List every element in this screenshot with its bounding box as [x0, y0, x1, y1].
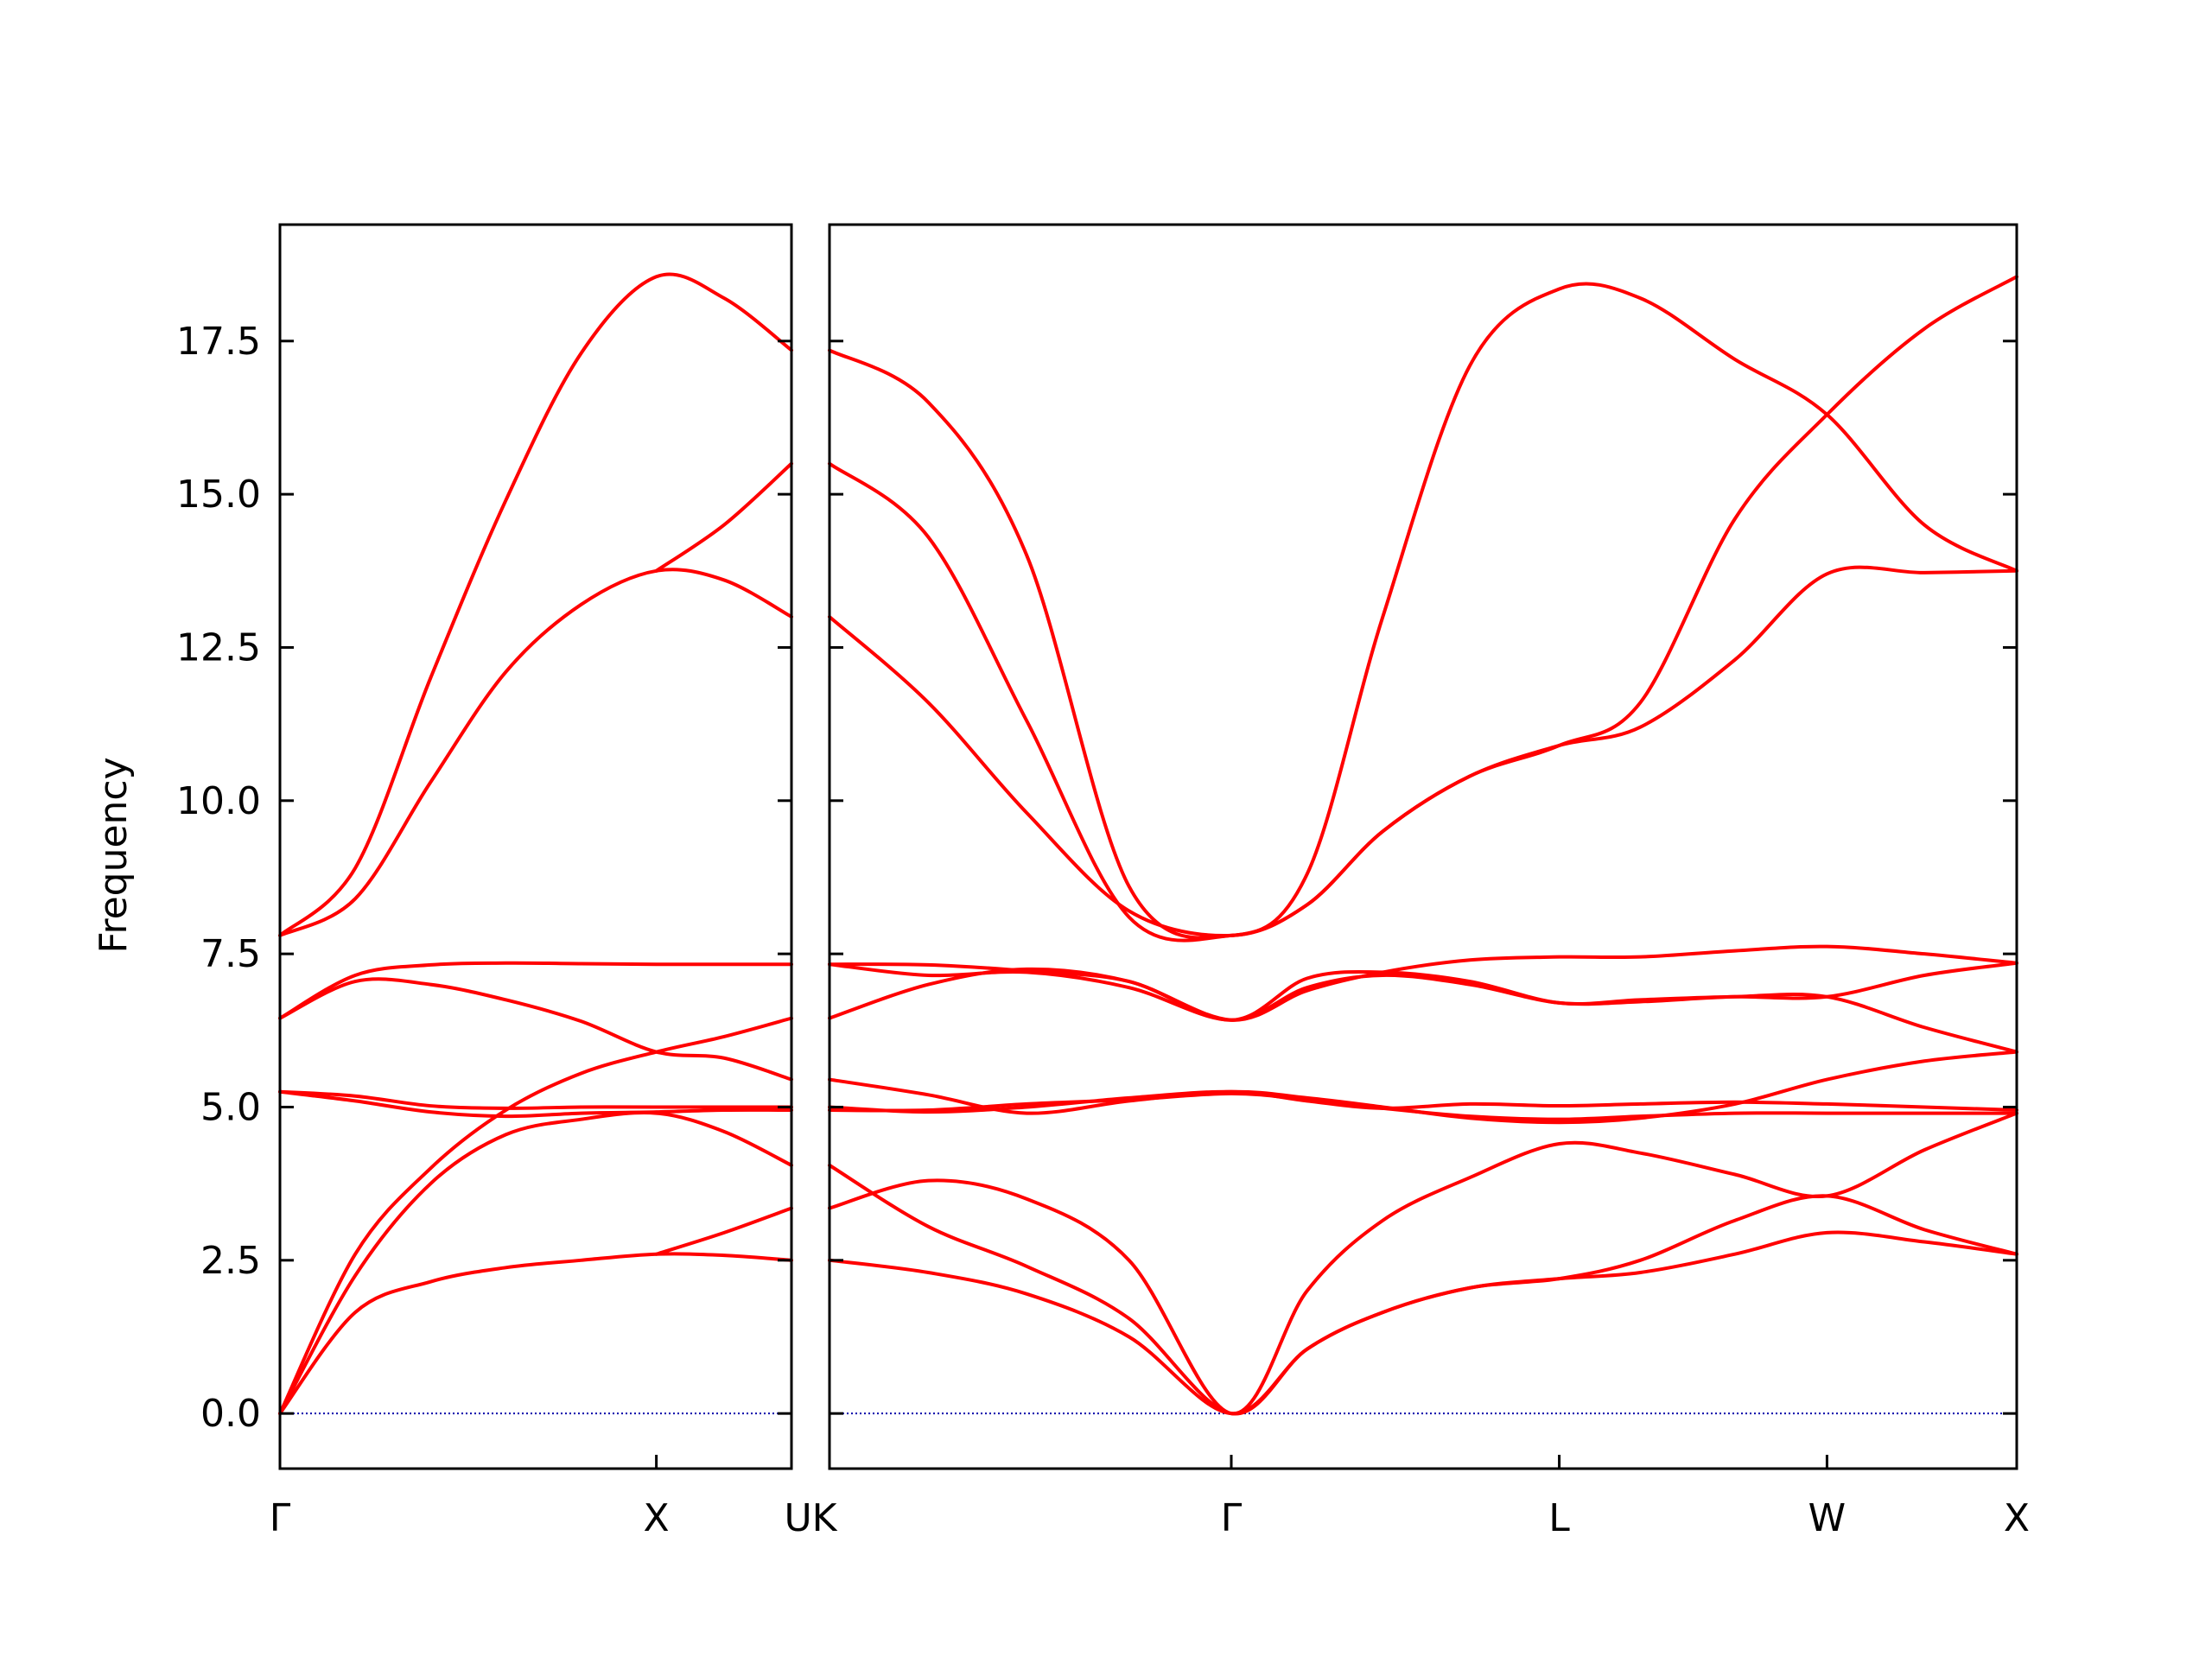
panel-frame: [278, 223, 793, 1470]
band-line-6: [278, 977, 793, 1082]
x-tick-label: UK: [784, 1496, 837, 1540]
x-tick-label: Γ: [270, 1496, 291, 1540]
x-tick-label: L: [1548, 1496, 1570, 1540]
y-axis-label: Frequency: [92, 757, 136, 953]
y-tick-label: 15.0: [176, 473, 261, 517]
band-line-5: [828, 1089, 2018, 1114]
panel-1: 0.0 2.5 5.0 7.5 10.0 12.5 15.0 17.5: [176, 223, 793, 1470]
band-line-3: [278, 1016, 793, 1416]
y-tick-label: 0.0: [200, 1392, 261, 1436]
band-line-6: [828, 1050, 2018, 1125]
panel-frame: [828, 223, 2018, 1470]
x-tick-label: X: [644, 1496, 670, 1540]
band-line-11: [654, 461, 793, 573]
band-line-7: [828, 944, 2018, 1022]
y-tick-label: 17.5: [176, 320, 261, 364]
y-tick-label: 12.5: [176, 625, 261, 670]
x-tick-label: W: [1808, 1496, 1847, 1540]
band-line-9: [828, 961, 2018, 1022]
band-line-4: [278, 1089, 793, 1119]
x-tick-label: X: [2004, 1496, 2030, 1540]
band-line-5: [278, 1089, 793, 1110]
band-line-10: [828, 565, 2018, 938]
band-line-10: [654, 1206, 793, 1256]
band-line-2: [278, 1111, 793, 1416]
band-line-8: [278, 568, 793, 937]
band-line-12: [828, 282, 2018, 940]
plots-layer: 0.0 2.5 5.0 7.5 10.0 12.5 15.0 17.5 Γ X UK Γ L W X: [176, 223, 2030, 1540]
band-line-8: [828, 962, 2018, 1054]
panel-2: [828, 223, 2018, 1470]
band-line-7: [278, 961, 793, 1020]
x-tick-label: Γ: [1221, 1496, 1243, 1540]
band-line-11: [828, 275, 2018, 943]
y-tick-label: 2.5: [200, 1239, 261, 1283]
band-line-1: [278, 1252, 793, 1416]
y-tick-label: 5.0: [200, 1085, 261, 1129]
y-tick-label: 7.5: [200, 932, 261, 976]
band-line-9: [278, 272, 793, 937]
band-line-3: [828, 1111, 2018, 1416]
y-tick-label: 10.0: [176, 779, 261, 823]
